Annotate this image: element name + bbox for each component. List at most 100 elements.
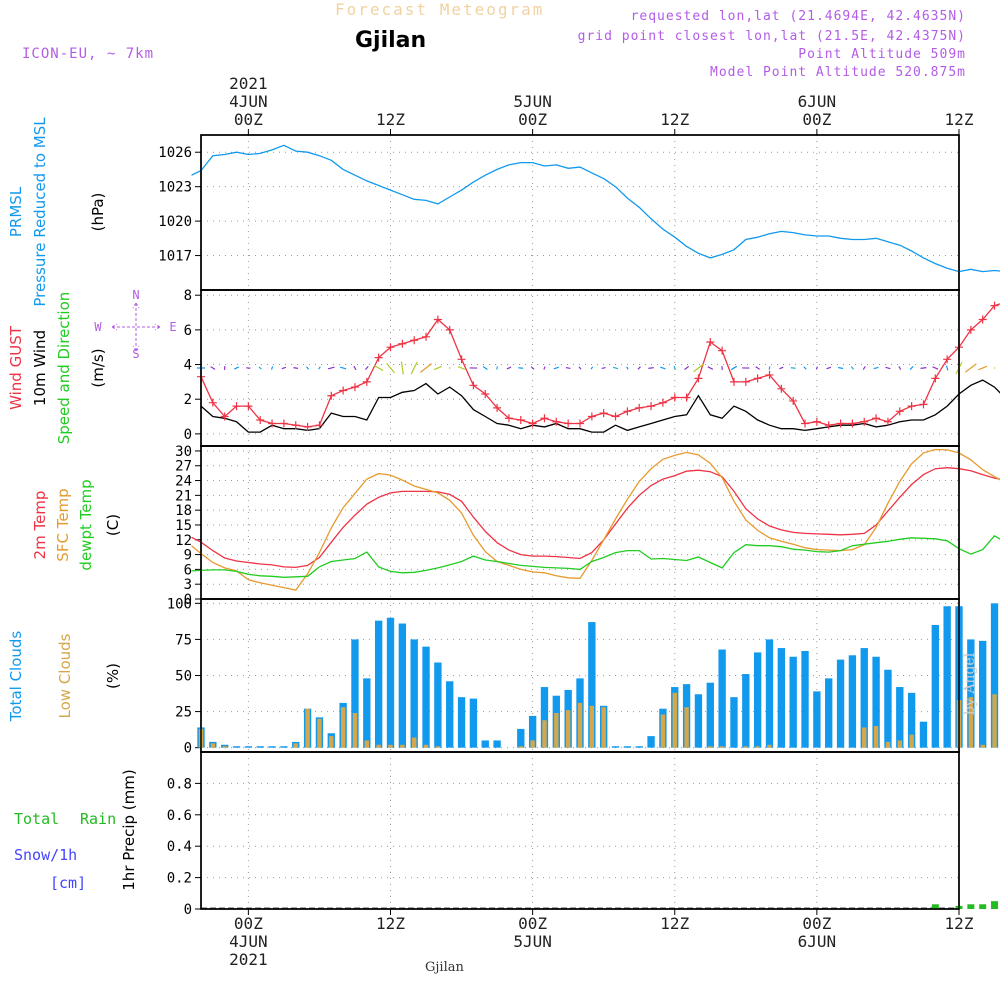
- wind-direction-arrow: [885, 366, 891, 370]
- y-tick-label: 0: [184, 902, 192, 918]
- panel-wind: 0 2 4 6 8: [184, 288, 1000, 447]
- gust-marker: [895, 407, 904, 416]
- total-cloud-bar: [588, 622, 596, 748]
- wind-direction-arrow: [327, 366, 335, 370]
- y-tick-label: 2: [184, 392, 192, 408]
- low-cloud-bar: [435, 746, 441, 748]
- wind-direction-arrow: [779, 366, 784, 370]
- label-pressure-msl: Pressure Reduced to MSL: [31, 117, 49, 307]
- y-tick-label: 8: [184, 288, 192, 304]
- gust-marker: [836, 419, 845, 428]
- y-tick-label: 15: [175, 518, 192, 534]
- gust-marker: [268, 419, 277, 428]
- low-cloud-bar: [743, 746, 749, 748]
- time-label-bottom: 00Z: [234, 914, 263, 933]
- y-tick-label: 75: [175, 632, 192, 648]
- wind-direction-arrow: [270, 366, 274, 370]
- total-cloud-bar: [422, 646, 430, 748]
- low-cloud-bar: [329, 736, 334, 748]
- low-cloud-bar: [708, 746, 713, 748]
- credit-watermark: by Angel: [962, 652, 978, 715]
- gust-marker: [777, 384, 786, 393]
- label-rain: Rain: [80, 810, 116, 828]
- gust-marker: [303, 422, 312, 431]
- total-cloud-bar: [386, 617, 395, 748]
- gust-marker: [279, 419, 288, 428]
- label-total: Total: [14, 810, 59, 828]
- total-cloud-bar: [493, 740, 501, 748]
- y-tick-label: 30: [175, 444, 192, 460]
- wind-direction-arrow: [340, 366, 347, 370]
- wind-direction-arrow: [637, 366, 641, 370]
- total-cloud-bar: [860, 648, 868, 748]
- time-label-bottom: 12Z: [376, 914, 405, 933]
- gust-marker: [244, 402, 253, 411]
- time-label-top: 12Z: [376, 110, 405, 129]
- y-tick-label: 50: [175, 669, 192, 685]
- wind-direction-arrow: [565, 366, 571, 370]
- label-wind-gust: Wind GUST: [7, 325, 25, 410]
- low-cloud-bar: [897, 740, 902, 748]
- gust-marker: [801, 419, 810, 428]
- gust-marker: [339, 386, 348, 395]
- total-cloud-bar: [540, 687, 549, 748]
- gust-marker: [919, 400, 928, 409]
- wind-direction-arrow: [353, 365, 357, 371]
- label-total-clouds: Total Clouds: [7, 631, 25, 723]
- gust-marker: [883, 417, 892, 426]
- y-tick-label: 27: [175, 459, 192, 475]
- total-cloud-bar: [825, 678, 833, 748]
- total-cloud-bar: [931, 624, 939, 748]
- temp-sfc-line: [191, 448, 1000, 591]
- y-tick-label: 0.6: [167, 808, 192, 824]
- low-cloud-bar: [862, 727, 867, 748]
- total-cloud-bar: [919, 721, 928, 748]
- total-cloud-bar: [647, 736, 655, 748]
- low-cloud-bar: [530, 740, 535, 748]
- gust-marker: [990, 301, 999, 310]
- rain-bar: [931, 904, 939, 909]
- time-label-top: 00Z: [802, 110, 831, 129]
- total-cloud-bar: [967, 639, 975, 748]
- wind-direction-arrow: [543, 366, 546, 370]
- wind-direction-arrow: [803, 366, 807, 370]
- wind-direction-arrow: [364, 366, 369, 370]
- model-name: ICON-EU, ~ 7km: [22, 46, 155, 62]
- wind-direction-arrow: [578, 366, 582, 370]
- panel-frame: [200, 134, 960, 291]
- rain-bar: [991, 901, 999, 909]
- low-cloud-bar: [565, 710, 571, 748]
- total-cloud-bar: [907, 692, 916, 748]
- total-cloud-bar: [813, 691, 821, 748]
- wind-direction-arrow: [373, 364, 384, 372]
- wind-direction-arrow: [458, 366, 466, 370]
- gust-marker: [694, 374, 703, 383]
- gust-marker: [469, 381, 478, 390]
- wind-direction-arrow: [673, 365, 676, 371]
- label-hpa: (hPa): [89, 193, 107, 232]
- low-cloud-bar: [411, 737, 417, 748]
- time-label-top: 5JUN: [513, 92, 552, 111]
- low-cloud-bar: [400, 744, 405, 748]
- total-cloud-bar: [990, 603, 999, 748]
- low-cloud-bar: [317, 718, 322, 748]
- low-cloud-bar: [589, 705, 595, 748]
- wind-direction-arrow: [945, 365, 949, 371]
- wind-gust-line: [200, 303, 1000, 428]
- y-tick-label: 0.4: [167, 839, 192, 855]
- wind-direction-arrow: [768, 366, 771, 370]
- y-tick-label: 1026: [158, 145, 192, 161]
- gust-marker: [824, 421, 833, 430]
- gust-marker: [812, 417, 821, 426]
- gust-marker: [860, 417, 869, 426]
- gust-marker: [789, 396, 798, 405]
- wind-direction-arrow: [626, 366, 629, 370]
- wind-direction-arrow: [590, 366, 594, 370]
- wind-direction-arrow: [601, 366, 606, 370]
- wind-direction-arrow: [258, 366, 262, 370]
- chart-title: Forecast Meteogram: [335, 0, 545, 19]
- total-cloud-bar: [753, 652, 762, 748]
- time-label-top: 2021: [229, 74, 268, 93]
- low-cloud-bar: [719, 746, 725, 748]
- total-cloud-bar: [635, 746, 643, 748]
